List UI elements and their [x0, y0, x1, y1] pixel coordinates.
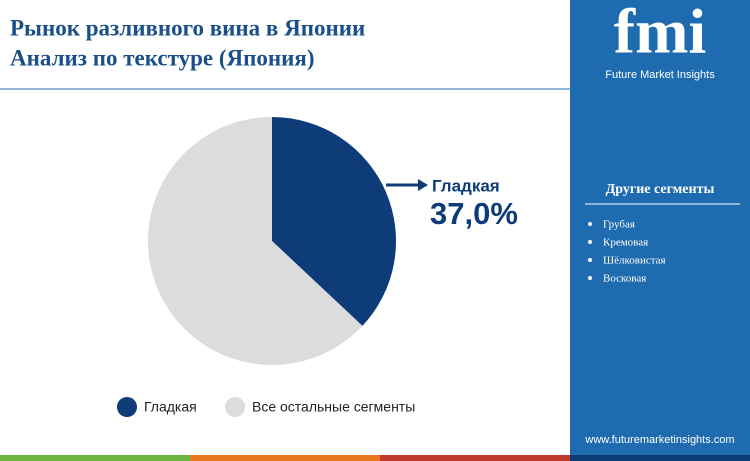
legend-label: Гладкая [144, 399, 197, 415]
brand: Future Market Insights [605, 69, 715, 81]
data-label: 37,0% [430, 196, 518, 231]
legend: Гладкая Все остальные сегменты [117, 397, 415, 417]
segment-item: Шёлковистая [603, 255, 666, 267]
legend-swatch [117, 397, 137, 417]
chart-subtitle: Анализ по текстуре (Япония) [10, 45, 314, 70]
bullet [588, 222, 592, 226]
callout-label: Гладкая [432, 176, 500, 195]
callout-arrowhead [418, 179, 428, 191]
segment-item: Грубая [603, 219, 635, 231]
sidebar-heading: Другие сегменты [606, 182, 715, 197]
bullet [588, 276, 592, 280]
pie-slice [272, 117, 396, 326]
chart-title: Рынок разливного вина в Японии [10, 15, 365, 40]
logo: fmi [614, 0, 706, 67]
pie-slice [147, 117, 363, 365]
footer-strip [380, 455, 570, 461]
bullet [588, 258, 592, 262]
sidebar [570, 0, 750, 455]
segment-item: Кремовая [603, 237, 648, 249]
footer-strip [570, 455, 750, 461]
footer-strip [0, 455, 190, 461]
legend-swatch [225, 397, 245, 417]
segment-item: Восковая [603, 273, 646, 285]
pie [147, 117, 396, 365]
legend-label: Все остальные сегменты [252, 399, 415, 415]
bullet [588, 240, 592, 244]
website: www.futuremarketinsights.com [584, 434, 734, 446]
footer-strip [190, 455, 380, 461]
segment-list: Грубая Кремовая Шёлковистая Восковая [588, 219, 666, 285]
